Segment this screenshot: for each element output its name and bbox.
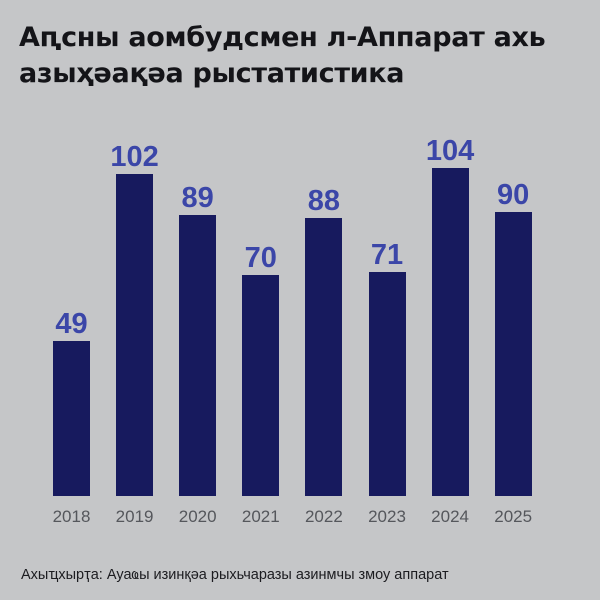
bar-2021	[242, 275, 280, 496]
chart-title: Аԥсны аомбудсмен л-Аппарат ахь азыҳәақәа…	[19, 22, 546, 89]
bar-2025	[494, 212, 532, 496]
year-label-2022: 2022	[304, 507, 343, 526]
bar-2022	[305, 218, 343, 496]
value-label-2023: 71	[370, 239, 404, 272]
value-label-2019: 102	[110, 141, 159, 174]
value-label-2025: 90	[497, 179, 530, 212]
value-label-2024: 104	[425, 135, 475, 167]
bar-2023	[368, 272, 406, 496]
year-label-2021: 2021	[241, 507, 280, 526]
value-label-2018: 49	[55, 308, 88, 341]
bar-2019	[116, 174, 154, 496]
year-label-2025: 2025	[494, 507, 533, 526]
bar-2020	[179, 215, 217, 496]
year-label-2020: 2020	[178, 507, 217, 526]
year-label-2024: 2024	[431, 507, 469, 526]
value-label-2020: 89	[181, 182, 214, 215]
bar-2024	[431, 168, 469, 496]
year-label-2018: 2018	[52, 507, 91, 526]
year-label-2019: 2019	[115, 507, 154, 526]
year-label-2023: 2023	[368, 507, 406, 526]
source-note: Ахыҵхырҭа: Ауаҩы изинқәа рыхьчаразы азин…	[21, 567, 449, 583]
bar-2018	[53, 341, 90, 496]
value-label-2021: 70	[244, 242, 277, 275]
value-label-2022: 88	[307, 185, 341, 218]
